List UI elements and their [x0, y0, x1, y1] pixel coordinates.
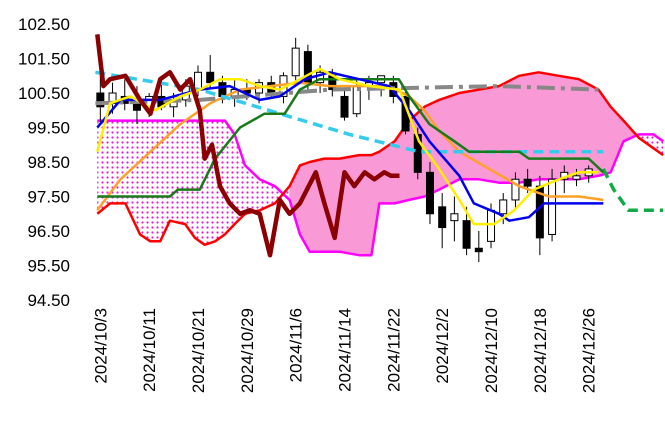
cloud-fill [185, 120, 195, 238]
candle-body [340, 95, 349, 118]
cloud-fill [110, 120, 126, 204]
candle-body [218, 82, 227, 97]
candle-body [316, 71, 325, 84]
x-tick-label: 2024/11/22 [384, 308, 403, 392]
cloud-fill [125, 120, 141, 235]
y-tick-label: 100.50 [18, 84, 70, 103]
x-tick-label: 2024/12/26 [580, 308, 599, 393]
indicator-line [96, 67, 599, 226]
x-tick-label: 2024/12/2 [433, 308, 452, 384]
indicator-line [601, 168, 664, 213]
x-tick-label: 2024/12/10 [482, 308, 501, 393]
candle-body [450, 213, 459, 222]
candle-body [474, 247, 483, 253]
indicator-line [97, 77, 605, 198]
cloud-fill [259, 179, 275, 211]
cloud-fill [169, 120, 186, 225]
x-tick-label: 2024/10/21 [189, 308, 208, 393]
candle-body [193, 71, 202, 91]
candle-body [96, 92, 105, 108]
y-tick-label: 96.50 [27, 222, 70, 241]
candle-body [548, 178, 557, 235]
candle-body [413, 133, 422, 173]
y-tick-label: 102.50 [18, 15, 70, 34]
x-tick-label: 2024/10/29 [238, 308, 257, 393]
cloud-fill [339, 154, 360, 256]
cloud-fill [498, 75, 520, 183]
x-tick-label: 2024/10/3 [91, 308, 110, 384]
cloud-fill [653, 134, 664, 156]
cloud-fill [358, 154, 372, 256]
y-tick-label: 98.50 [27, 153, 70, 172]
x-tick-label: 2024/11/6 [287, 308, 306, 382]
cloud-fill [610, 106, 624, 173]
indicator-line [95, 84, 599, 106]
cloud-fill [234, 134, 246, 225]
cloud-fill [459, 89, 480, 180]
x-tick-label: 2024/10/11 [140, 308, 159, 392]
candle-body [132, 102, 141, 111]
candle-body [511, 178, 520, 201]
y-tick-label: 99.50 [27, 119, 70, 138]
candle-body [462, 220, 471, 249]
y-tick-label: 94.50 [27, 291, 70, 310]
candle-body [425, 171, 434, 215]
cloud-fill [204, 120, 216, 245]
y-tick-label: 97.50 [27, 188, 70, 207]
x-tick-label: 2024/12/18 [531, 308, 550, 393]
indicator-line [96, 71, 604, 222]
candle-body [572, 175, 581, 180]
candle-body [523, 178, 532, 187]
cloud-fill [245, 165, 260, 214]
senkou-span-a [96, 71, 664, 247]
cloud-fill [140, 120, 151, 242]
candle-body [499, 199, 508, 215]
y-tick-label: 95.50 [27, 257, 70, 276]
indicator-line [95, 34, 400, 258]
cloud-fill [160, 120, 170, 242]
plot-area [95, 34, 664, 263]
x-tick-label: 2024/11/14 [336, 308, 355, 392]
candle-body [487, 209, 496, 242]
cloud-fill [558, 75, 580, 180]
cloud-fill [150, 120, 161, 242]
candle-body [438, 206, 447, 229]
y-tick-label: 101.50 [18, 50, 70, 69]
candle-body [206, 71, 215, 84]
candle-body [291, 47, 300, 77]
